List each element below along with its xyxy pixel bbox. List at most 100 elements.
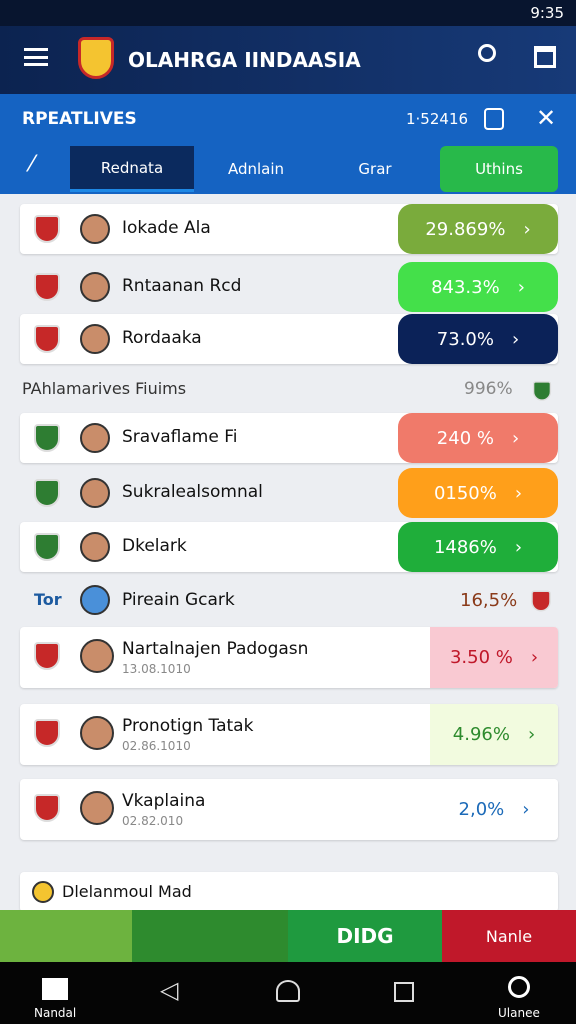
value-pill[interactable]: 29.869% › xyxy=(398,204,558,254)
value-pill[interactable]: 240 % › xyxy=(398,413,558,463)
avatar xyxy=(80,478,110,508)
section-title: PAhlamarives Fiuims xyxy=(22,379,187,398)
app-title: OLAHRGA IINDAASIA xyxy=(128,48,361,72)
logo xyxy=(78,37,114,79)
title: Dlelanmoul Mad xyxy=(62,882,192,901)
nav-label[interactable]: Ulanee xyxy=(498,1006,540,1020)
avatar xyxy=(80,791,114,825)
player-date: 02.82.010 xyxy=(122,814,184,828)
crest xyxy=(34,794,60,822)
app-header: OLAHRGA IINDAASIA xyxy=(0,26,576,94)
avatar xyxy=(80,585,110,615)
tab[interactable]: Adnlain xyxy=(200,146,312,192)
recents-button[interactable] xyxy=(394,982,414,1002)
tab-label: Grar xyxy=(358,160,392,178)
avatar xyxy=(80,423,110,453)
player-row[interactable]: Vkaplaina 02.82.010 2,0% › xyxy=(20,779,558,840)
row-name: Sravaflame Fi xyxy=(122,427,238,447)
crest xyxy=(34,424,60,452)
player-date: 13.08.1010 xyxy=(122,662,191,676)
home-button[interactable] xyxy=(534,46,556,68)
value-pill[interactable]: 843.3% › xyxy=(398,262,558,312)
close-button[interactable]: ✕ xyxy=(536,104,557,132)
search-icon[interactable] xyxy=(508,976,530,998)
badge xyxy=(531,590,551,612)
home-button[interactable] xyxy=(276,980,300,1002)
title: Pireain Gcark xyxy=(122,590,235,610)
list-row[interactable]: Sravaflame Fi 240 % › xyxy=(20,413,558,463)
list-row[interactable]: Sukralealsomnal 0150% › xyxy=(20,468,558,518)
row-name: Rntaanan Rcd xyxy=(122,276,242,296)
row-value: 843.3% xyxy=(431,276,500,298)
time: 9:35 xyxy=(530,4,564,22)
list-row[interactable]: Iokade Ala 29.869% › xyxy=(20,204,558,254)
crest xyxy=(34,479,60,507)
row-name: Dkelark xyxy=(122,536,187,556)
value-cell[interactable]: 3.50 % › xyxy=(430,627,558,688)
row-name: Rordaaka xyxy=(122,328,202,348)
nav-label[interactable]: Nandal xyxy=(34,1006,77,1020)
status-bar: 9:35 xyxy=(0,0,576,26)
back-button[interactable]: ◁ xyxy=(160,976,179,1004)
search-button[interactable] xyxy=(478,44,496,62)
player-row[interactable]: Pronotign Tatak 02.86.1010 4.96% › xyxy=(20,704,558,765)
tool-icon[interactable]: ⁄ xyxy=(30,152,34,177)
row-value: 73.0% xyxy=(436,328,494,350)
player-value: 4.96% xyxy=(452,724,510,745)
row-value: 240 % xyxy=(436,427,494,449)
list-row[interactable]: Rordaaka 73.0% › xyxy=(20,314,558,364)
banner-text: Nanle xyxy=(442,910,576,962)
avatar xyxy=(80,716,114,750)
avatar xyxy=(80,272,110,302)
badge xyxy=(532,381,552,401)
menu-button[interactable] xyxy=(24,48,48,66)
list-row[interactable]: Rntaanan Rcd 843.3% › xyxy=(20,262,558,312)
crest xyxy=(34,273,60,301)
crest xyxy=(34,325,60,353)
code: 1·52416 xyxy=(406,110,469,128)
crest xyxy=(32,881,54,903)
player-value: 2,0% xyxy=(458,799,505,820)
value-pill[interactable]: 73.0% › xyxy=(398,314,558,364)
avatar xyxy=(80,214,110,244)
avatar xyxy=(80,639,114,673)
share-button[interactable] xyxy=(484,108,504,130)
section-title: RPEATLIVES xyxy=(22,109,137,129)
player-value: 3.50 % xyxy=(449,647,513,668)
row-name: Sukralealsomnal xyxy=(122,482,263,502)
label: Tor xyxy=(34,590,62,609)
tab-label: Uthins xyxy=(475,160,523,178)
player-row[interactable]: Nartalnajen Padogasn 13.08.1010 3.50 % › xyxy=(20,627,558,688)
sub-header: RPEATLIVES 1·52416 ✕ ⁄ Rednata Adnlain Gra… xyxy=(0,94,576,194)
crest xyxy=(34,719,60,747)
row-value: 29.869% xyxy=(425,218,506,240)
nav-bar: Nandal ◁ Ulanee xyxy=(0,962,576,1024)
crest xyxy=(34,533,60,561)
tab[interactable]: Uthins xyxy=(440,146,558,192)
list-row[interactable]: Dkelark 1486% › xyxy=(20,522,558,572)
avatar xyxy=(80,324,110,354)
value-pill[interactable]: 0150% › xyxy=(398,468,558,518)
value-cell[interactable]: 2,0% › xyxy=(430,779,558,840)
tab[interactable]: Grar xyxy=(320,146,430,192)
value-cell[interactable]: 4.96% › xyxy=(430,704,558,765)
tab-label: Adnlain xyxy=(227,160,285,178)
row-value: 1486% xyxy=(433,536,497,558)
row-name: Iokade Ala xyxy=(122,218,211,238)
player-name: Pronotign Tatak xyxy=(122,716,254,736)
tab[interactable]: Rednata xyxy=(70,146,194,192)
banner-text: DIDG xyxy=(288,910,442,962)
card[interactable]: Dlelanmoul Mad xyxy=(20,872,558,912)
player-name: Vkaplaina xyxy=(122,791,206,811)
tab-label: Rednata xyxy=(100,158,164,177)
row-value: 0150% xyxy=(433,482,497,504)
value-pill[interactable]: 1486% › xyxy=(398,522,558,572)
banner: DIDG Nanle xyxy=(0,910,576,962)
home-icon[interactable] xyxy=(42,978,68,1000)
player-name: Nartalnajen Padogasn xyxy=(122,639,309,659)
crest xyxy=(34,215,60,243)
value: 16,5% xyxy=(460,590,518,611)
crest xyxy=(34,642,60,670)
section-value: 996% xyxy=(464,379,513,399)
